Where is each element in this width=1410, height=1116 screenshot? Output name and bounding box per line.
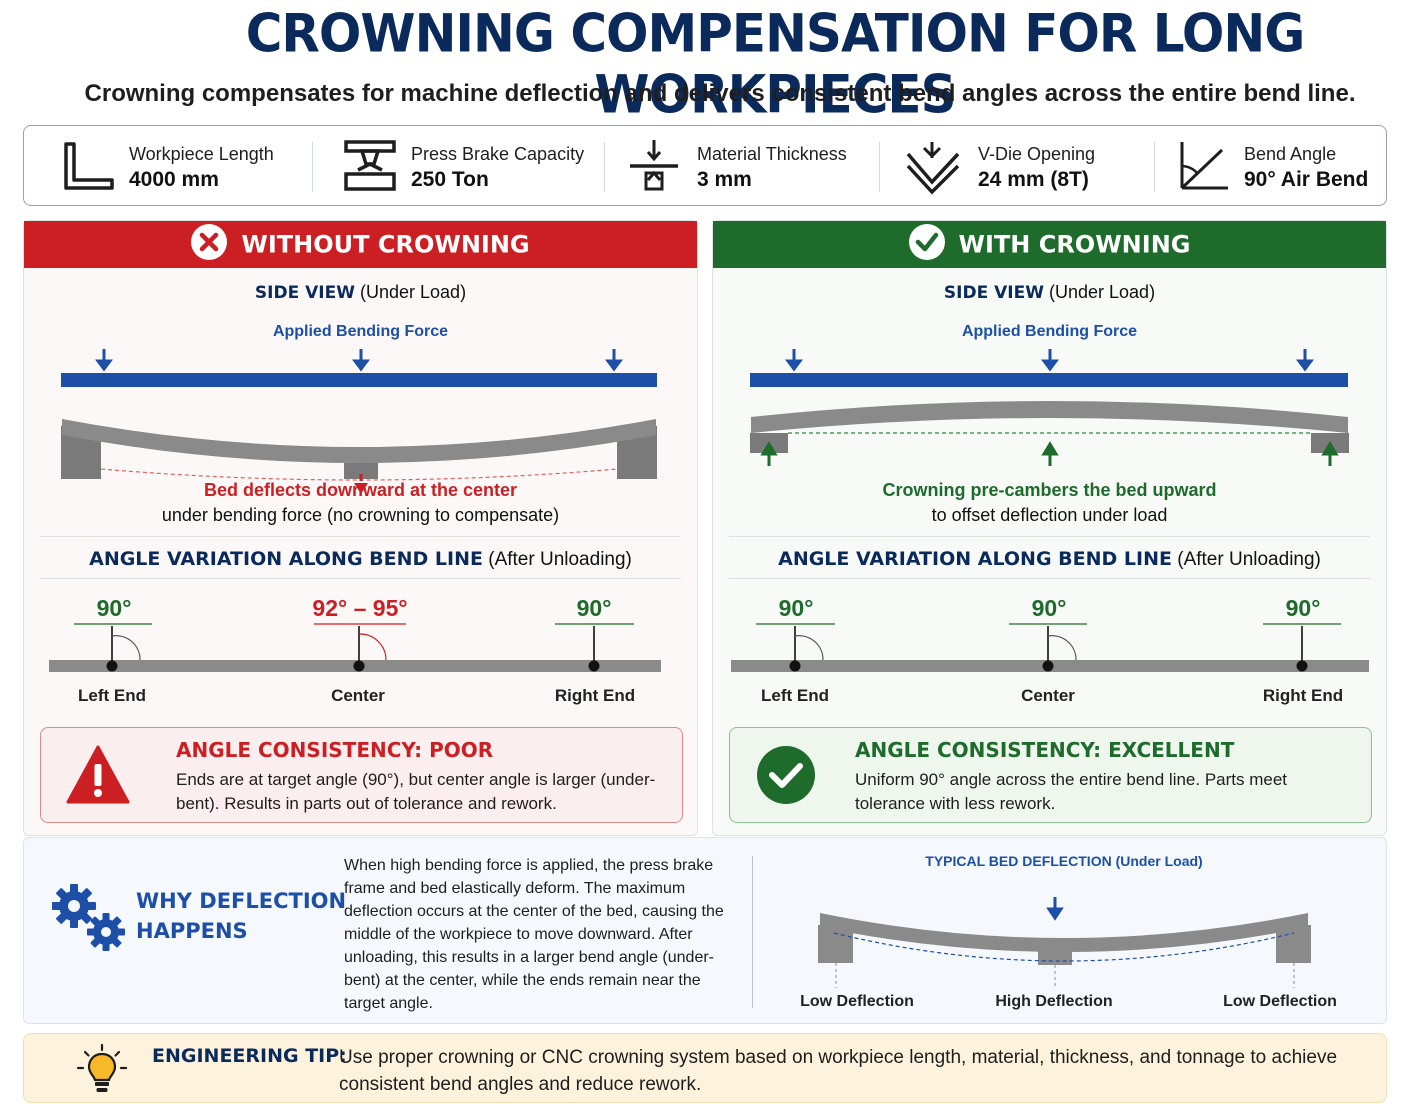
engineering-tip: ENGINEERING TIP: Use proper crowning or …: [23, 1033, 1387, 1103]
left-end-label: Left End: [78, 686, 146, 705]
angle-variation-title: ANGLE VARIATION ALONG BEND LINE (After U…: [89, 548, 632, 570]
bed-deflection-title: TYPICAL BED DEFLECTION (Under Load): [925, 853, 1203, 869]
low-deflection-left: Low Deflection: [800, 993, 914, 1010]
thickness-icon: [630, 140, 678, 191]
check-circle-icon: [908, 224, 945, 260]
angle-variation-diagram: [49, 623, 661, 672]
upper-beam: [61, 373, 657, 387]
force-label: Applied Bending Force: [272, 323, 449, 340]
deflected-bed: [62, 419, 656, 463]
force-arrows: [785, 349, 1314, 372]
side-view-diagram: [61, 349, 657, 481]
low-deflection-right: Low Deflection: [1223, 993, 1337, 1010]
with-crowning-header: WITH CROWNING: [713, 221, 1386, 268]
v-die-icon: [906, 142, 960, 195]
result-excellent-box: ANGLE CONSISTENCY: EXCELLENT Uniform 90°…: [729, 727, 1372, 823]
high-deflection-center: High Deflection: [995, 993, 1113, 1010]
force-label: Applied Bending Force: [961, 323, 1138, 340]
result-title: ANGLE CONSISTENCY: POOR: [176, 738, 494, 762]
tip-label: ENGINEERING TIP:: [152, 1045, 347, 1067]
lightbulb-icon: [76, 1043, 128, 1092]
result-poor-box: ANGLE CONSISTENCY: POOR Ends are at targ…: [40, 727, 683, 823]
force-arrows: [95, 349, 623, 372]
upper-beam: [750, 373, 1348, 387]
center-label: Center: [1021, 686, 1075, 705]
angle-icon: [1180, 142, 1228, 190]
center-support: [344, 463, 378, 479]
center-angle: 92° – 95°: [312, 595, 408, 621]
why-description: When high bending force is applied, the …: [344, 857, 724, 1012]
side-view-label: SIDE VIEW (Under Load): [943, 282, 1156, 303]
cambered-bed: [751, 401, 1348, 433]
with-crowning-panel: WITH CROWNING SIDE VIEW (Under Load) App…: [712, 220, 1387, 836]
side-view-diagram: [750, 349, 1349, 466]
page-subtitle: Crowning compensates for machine deflect…: [84, 80, 1356, 107]
parameters-bar: Workpiece Length 4000 mm Press Brake Cap…: [23, 125, 1387, 206]
deflection-caption-bold: Bed deflects downward at the center: [203, 480, 518, 500]
right-end-angle: 90°: [576, 595, 612, 621]
angle-variation-diagram: [731, 623, 1369, 672]
result-description: Uniform 90° angle across the entire bend…: [855, 770, 1288, 813]
deflection-caption: under bending force (no crowning to comp…: [161, 505, 560, 525]
page-title: CROWNING COMPENSATION FOR LONG WORKPIECE…: [245, 3, 1306, 125]
gears-icon: [52, 884, 125, 951]
without-crowning-header: WITHOUT CROWNING: [24, 221, 697, 268]
tip-text: Use proper crowning or CNC crowning syst…: [339, 1047, 1338, 1095]
camber-arrows: [760, 441, 1339, 466]
bed-deflection-diagram: [818, 897, 1311, 988]
without-crowning-panel: WITHOUT CROWNING SIDE VIEW (Under Load) …: [23, 220, 698, 836]
why-title: WHY DEFLECTION HAPPENS: [136, 889, 347, 943]
crowning-caption: to offset deflection under load: [931, 505, 1168, 525]
crowning-caption-bold: Crowning pre-cambers the bed upward: [882, 480, 1217, 500]
l-profile-icon: [64, 142, 114, 190]
why-deflection-section: WHY DEFLECTION HAPPENS When high bending …: [23, 837, 1387, 1024]
result-description: Ends are at target angle (90°), but cent…: [176, 770, 656, 813]
center-angle: 90°: [1031, 595, 1067, 621]
right-end-label: Right End: [1262, 686, 1344, 705]
warning-icon: [66, 745, 130, 804]
result-title: ANGLE CONSISTENCY: EXCELLENT: [855, 738, 1235, 762]
left-end-label: Left End: [761, 686, 829, 705]
left-end-angle: 90°: [778, 595, 814, 621]
side-view-label: SIDE VIEW (Under Load): [254, 282, 467, 303]
x-circle-icon: [191, 224, 228, 260]
angle-variation-title: ANGLE VARIATION ALONG BEND LINE (After U…: [778, 548, 1321, 570]
right-end-angle: 90°: [1285, 595, 1321, 621]
center-label: Center: [331, 686, 385, 705]
press-brake-icon: [344, 140, 396, 191]
check-badge-icon: [757, 746, 815, 804]
left-end-angle: 90°: [96, 595, 132, 621]
red-arrow-icon: [354, 483, 368, 494]
right-end-label: Right End: [554, 686, 636, 705]
